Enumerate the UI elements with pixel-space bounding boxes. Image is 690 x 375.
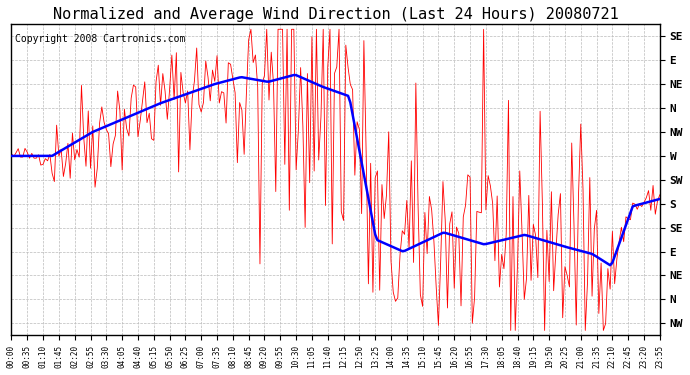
Title: Normalized and Average Wind Direction (Last 24 Hours) 20080721: Normalized and Average Wind Direction (L… (52, 7, 618, 22)
Text: Copyright 2008 Cartronics.com: Copyright 2008 Cartronics.com (14, 34, 185, 44)
